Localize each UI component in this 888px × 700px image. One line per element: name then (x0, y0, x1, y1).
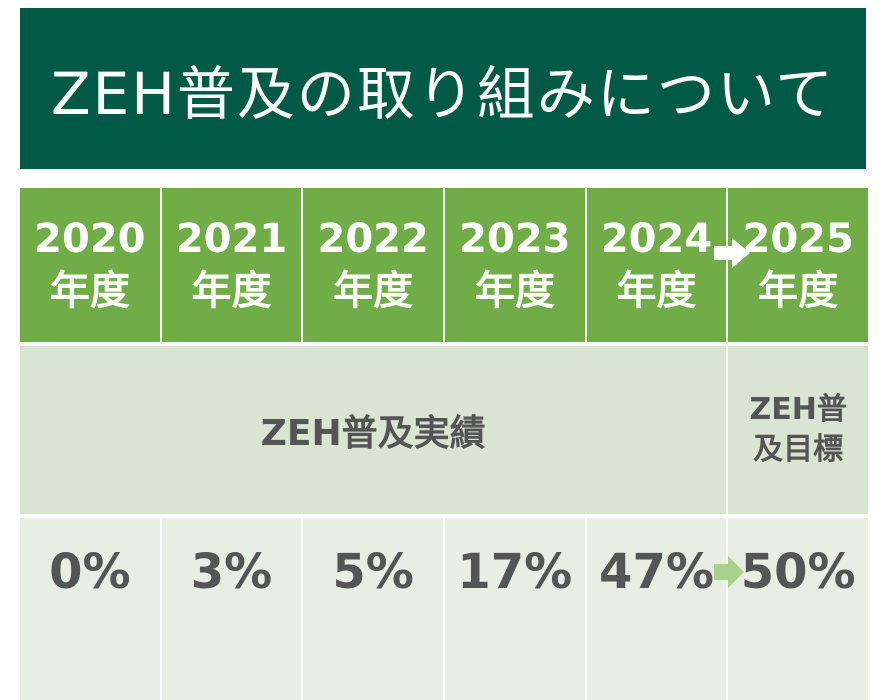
year-number: 2022 (317, 216, 429, 262)
value-text: 3% (190, 544, 273, 600)
year-unit: 年度 (758, 268, 839, 314)
results-label: ZEH普及実績 (260, 413, 486, 454)
value-text: 5% (332, 544, 414, 600)
value-text: 17% (457, 544, 573, 600)
results-label-cell: ZEH普及実績 (20, 346, 727, 514)
year-unit: 年度 (333, 268, 414, 314)
value-text: 50% (740, 544, 856, 600)
year-header-2023: 2023 年度 (445, 188, 585, 342)
value-cell-2024: 47% (586, 518, 727, 700)
right-arrow-icon (714, 556, 745, 588)
target-label-line2: 及目標 (753, 432, 844, 467)
year-header-2020: 2020 年度 (20, 188, 160, 342)
right-arrow-icon (714, 238, 751, 268)
year-unit: 年度 (191, 268, 272, 314)
year-number: 2023 (459, 216, 571, 262)
page-title: ZEH普及の取り組みについて (50, 59, 836, 128)
value-cell-2023: 17% (445, 518, 585, 700)
year-unit: 年度 (616, 268, 697, 314)
year-header-2022: 2022 年度 (303, 188, 443, 342)
zeh-table: 2020 年度 2021 年度 2022 年度 2023 年度 2024 年度 … (20, 188, 868, 700)
value-cell-2021: 3% (161, 518, 302, 700)
title-banner: ZEH普及の取り組みについて (20, 8, 866, 169)
year-unit: 年度 (49, 268, 130, 314)
year-header-2021: 2021 年度 (161, 188, 302, 342)
year-number: 2020 (34, 216, 146, 262)
value-cell-2020: 0% (20, 518, 160, 700)
year-header-2024: 2024 年度 (586, 188, 727, 342)
year-unit: 年度 (474, 268, 555, 314)
year-number: 2024 (600, 216, 713, 262)
target-label-cell: ZEH普 及目標 (728, 346, 868, 514)
target-label-line1: ZEH普 (749, 392, 847, 427)
value-cell-2022: 5% (303, 518, 443, 700)
value-text: 47% (599, 544, 714, 600)
value-cell-2025: 50% (714, 518, 868, 700)
year-number: 2021 (175, 216, 288, 262)
value-text: 0% (49, 544, 131, 600)
year-number: 2025 (742, 216, 854, 262)
year-header-2025: 2025 年度 (714, 188, 868, 342)
